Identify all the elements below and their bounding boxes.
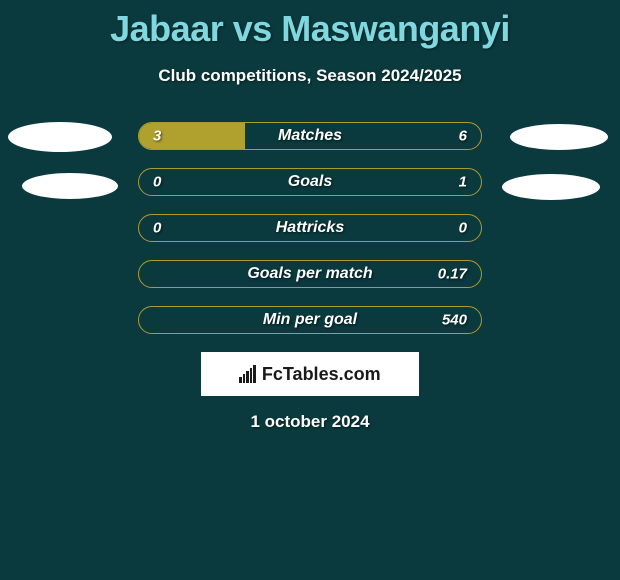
chart-icon: [239, 365, 256, 383]
stat-row: 3Matches6: [138, 122, 482, 150]
subtitle: Club competitions, Season 2024/2025: [0, 66, 620, 86]
page-title: Jabaar vs Maswanganyi: [0, 0, 620, 50]
stat-row: Goals per match0.17: [138, 260, 482, 288]
stat-row: 0Hattricks0: [138, 214, 482, 242]
date-label: 1 october 2024: [0, 412, 620, 432]
stat-label: Goals per match: [139, 265, 481, 283]
stat-label: Goals: [139, 173, 481, 191]
stat-row: 0Goals1: [138, 168, 482, 196]
branding-text: FcTables.com: [262, 364, 381, 385]
stat-bars: 3Matches60Goals10Hattricks0Goals per mat…: [138, 122, 482, 334]
team-badge-right-2: [502, 174, 600, 200]
stat-label: Min per goal: [139, 311, 481, 329]
stat-row: Min per goal540: [138, 306, 482, 334]
stat-value-right: 0.17: [438, 266, 467, 283]
stat-value-right: 1: [459, 174, 467, 191]
team-badge-left-2: [22, 173, 118, 199]
stat-value-right: 6: [459, 128, 467, 145]
comparison-area: 3Matches60Goals10Hattricks0Goals per mat…: [0, 122, 620, 334]
stat-label: Matches: [139, 127, 481, 145]
stat-label: Hattricks: [139, 219, 481, 237]
team-badge-left-1: [8, 122, 112, 152]
team-badge-right-1: [510, 124, 608, 150]
stat-value-right: 540: [442, 312, 467, 329]
branding-box: FcTables.com: [201, 352, 419, 396]
stat-value-right: 0: [459, 220, 467, 237]
